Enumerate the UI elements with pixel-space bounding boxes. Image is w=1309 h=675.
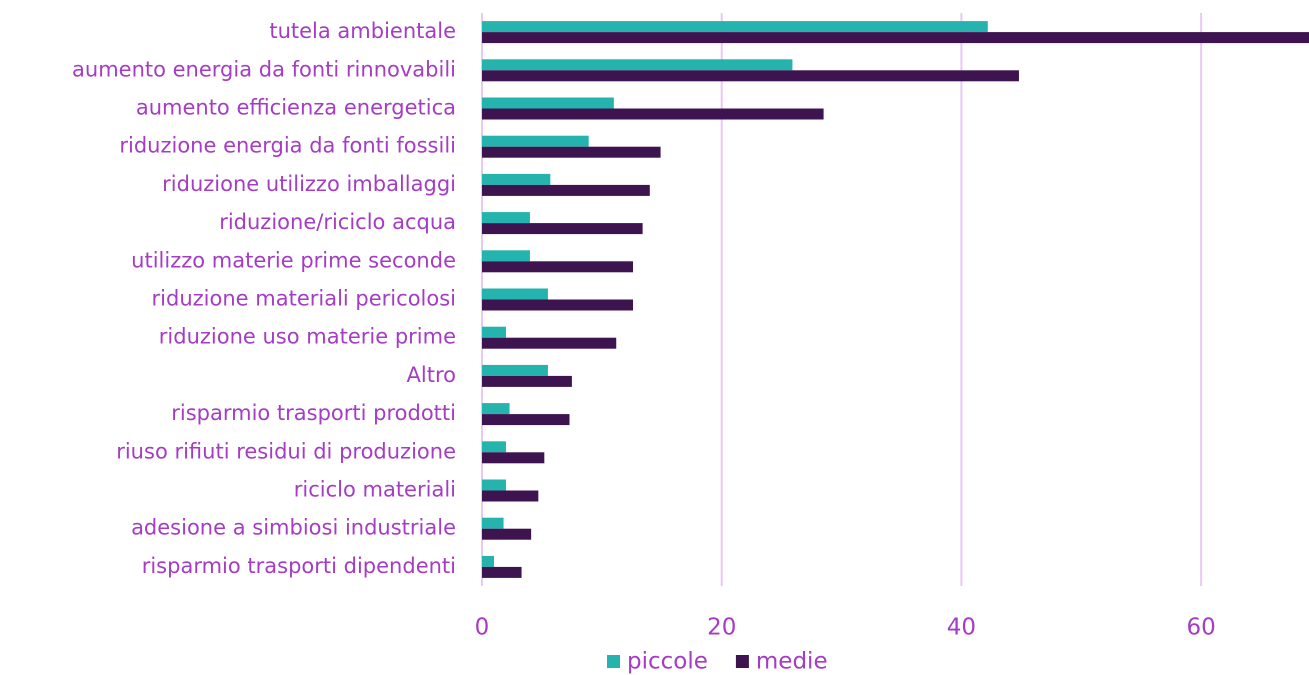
legend-swatch	[735, 655, 749, 668]
bar	[482, 414, 570, 426]
bar	[482, 566, 522, 578]
y-tick-label: risparmio trasporti prodotti	[171, 401, 456, 425]
bar	[482, 212, 530, 224]
bar	[482, 375, 572, 387]
y-tick-label: riciclo materiali	[294, 478, 456, 502]
x-tick-label: 20	[707, 615, 736, 641]
bar	[482, 555, 494, 567]
legend-swatch	[607, 655, 620, 668]
y-tick-label: riduzione/riciclo acqua	[219, 210, 456, 234]
x-tick-label: 0	[475, 615, 490, 641]
bar	[482, 261, 634, 273]
bar	[482, 403, 510, 415]
bar	[482, 108, 824, 120]
y-tick-label: riduzione utilizzo imballaggi	[162, 172, 456, 196]
bar	[482, 337, 617, 349]
legend-label: piccole	[627, 649, 708, 675]
legend-label: medie	[756, 649, 828, 675]
y-tick-label: riduzione energia da fonti fossili	[119, 134, 456, 158]
bar	[482, 326, 506, 338]
bar	[482, 135, 589, 147]
y-tick-label: risparmio trasporti dipendenti	[142, 554, 456, 578]
bar	[482, 32, 1309, 44]
y-tick-label: aumento efficienza energetica	[136, 96, 456, 120]
bar	[482, 517, 504, 529]
bar	[482, 364, 548, 376]
bar	[482, 441, 506, 453]
y-tick-label: riduzione materiali pericolosi	[152, 287, 456, 311]
bar	[482, 223, 643, 235]
bar	[482, 59, 793, 71]
y-tick-label: utilizzo materie prime seconde	[131, 248, 456, 272]
bar	[482, 299, 634, 311]
bar	[482, 184, 650, 196]
y-tick-label: riuso rifiuti residui di produzione	[116, 439, 456, 463]
bar	[482, 288, 548, 300]
bar	[482, 490, 539, 502]
bar	[482, 146, 661, 158]
bar	[482, 250, 530, 262]
bar	[482, 479, 506, 491]
bar	[482, 452, 545, 464]
bar	[482, 21, 988, 33]
y-tick-label: adesione a simbiosi industriale	[131, 516, 456, 540]
bar	[482, 528, 532, 540]
y-tick-label: riduzione uso materie prime	[159, 325, 456, 349]
y-tick-label: aumento energia da fonti rinnovabili	[72, 57, 456, 81]
y-tick-label: Altro	[407, 363, 456, 387]
bar	[482, 97, 614, 109]
x-tick-label: 40	[947, 615, 976, 641]
bar	[482, 70, 1019, 82]
y-tick-label: tutela ambientale	[269, 19, 456, 43]
x-tick-label: 60	[1186, 615, 1215, 641]
bar	[482, 173, 551, 185]
